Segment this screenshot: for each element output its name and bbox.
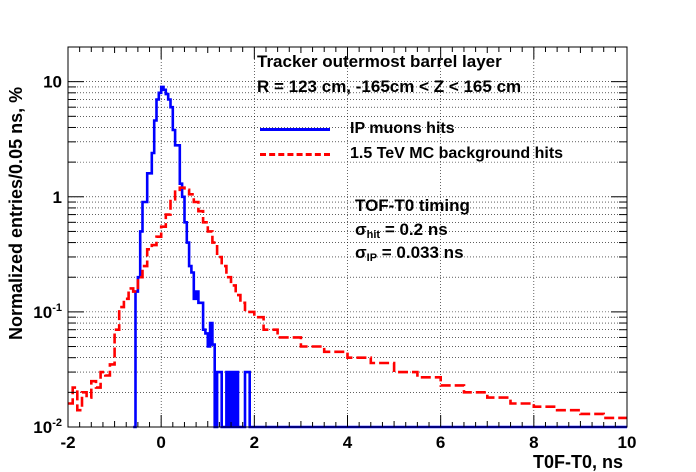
legend-item-ip-muons: IP muons hits: [260, 120, 455, 138]
series-line-0: [133, 85, 627, 429]
x-axis-label: T0F-T0, ns: [533, 452, 623, 472]
legend-swatch-blue: [260, 127, 330, 131]
x-tick-label: 6: [436, 433, 445, 452]
legend-item-mc-background: 1.5 TeV MC background hits: [260, 145, 563, 163]
timing-title: TOF-T0 timing: [355, 196, 470, 215]
title-line-2: R = 123 cm, -165cm < Z < 165 cm: [257, 77, 522, 96]
sigma-hit-value: = 0.2 ns: [380, 220, 448, 239]
series-line-1: [68, 186, 627, 420]
x-tick-label: 10: [618, 433, 637, 452]
title-line-1: Tracker outermost barrel layer: [257, 52, 502, 71]
sigma-ip-value: = 0.033 ns: [377, 243, 464, 262]
x-tick-label: 0: [156, 433, 165, 452]
legend-label-mc-background: 1.5 TeV MC background hits: [350, 145, 564, 162]
y-axis-label: Normalized entries/0.05 ns, %: [6, 87, 26, 340]
x-tick-label: 2: [250, 433, 259, 452]
x-tick-label: -2: [60, 433, 75, 452]
legend-swatch-red: [260, 152, 330, 156]
sigma-ip-symbol: σ: [355, 243, 367, 262]
y-tick-label: 10-1: [33, 302, 62, 322]
tick-labels: -2 0 2 4 6 8 10 10-2 10-1 1 10: [33, 73, 636, 452]
sigma-ip-subscript: IP: [366, 252, 378, 264]
y-tick-label: 10-2: [33, 417, 62, 437]
y-tick-label: 1: [53, 188, 62, 207]
sigma-ip-label: σIP = 0.033 ns: [355, 243, 464, 264]
x-tick-label: 4: [343, 433, 353, 452]
sigma-hit-subscript: hit: [366, 229, 381, 241]
x-tick-label: 8: [529, 433, 538, 452]
sigma-hit-label: σhit = 0.2 ns: [355, 220, 448, 241]
ticks: [67, 46, 628, 428]
grid: [68, 46, 627, 427]
legend-label-ip-muons: IP muons hits: [350, 120, 455, 137]
y-tick-label: 10: [43, 73, 62, 92]
series-layer: [68, 85, 627, 429]
sigma-hit-symbol: σ: [355, 220, 367, 239]
